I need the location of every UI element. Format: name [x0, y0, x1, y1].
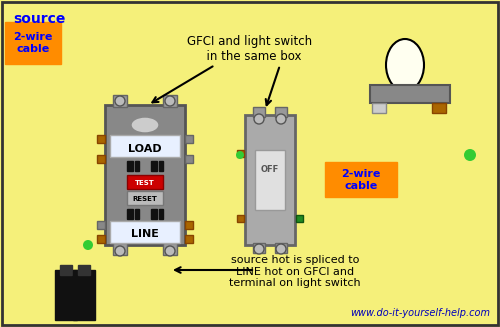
Text: LOAD: LOAD [128, 144, 162, 154]
Text: source hot is spliced to
LINE hot on GFCI and
terminal on light switch: source hot is spliced to LINE hot on GFC… [229, 255, 361, 288]
Bar [135, 161, 139, 171]
Circle shape [236, 151, 244, 159]
Bar [275, 107, 287, 117]
Text: source: source [13, 12, 66, 26]
Circle shape [254, 114, 264, 124]
Circle shape [254, 244, 264, 254]
Bar [372, 103, 386, 113]
Bar [163, 243, 177, 255]
Bar [370, 85, 450, 103]
Text: 2-wire
cable: 2-wire cable [14, 32, 52, 54]
Bar [151, 209, 157, 219]
Bar [97, 221, 105, 229]
Bar [113, 243, 127, 255]
Circle shape [83, 240, 93, 250]
Ellipse shape [386, 39, 424, 91]
Bar [296, 215, 303, 222]
Circle shape [276, 244, 286, 254]
Text: LINE: LINE [131, 229, 159, 239]
Circle shape [464, 149, 476, 161]
Bar [151, 161, 157, 171]
Circle shape [115, 96, 125, 106]
Bar [127, 175, 163, 189]
Bar [105, 105, 185, 245]
Bar [97, 135, 105, 143]
Circle shape [276, 114, 286, 124]
Bar [127, 209, 133, 219]
Bar [135, 209, 139, 219]
Bar [275, 243, 287, 253]
Text: RESET: RESET [132, 196, 158, 202]
Bar [97, 235, 105, 243]
Text: 2-wire
cable: 2-wire cable [342, 169, 380, 191]
Bar [110, 221, 180, 243]
Text: OFF: OFF [261, 165, 279, 175]
Bar [185, 221, 193, 229]
Bar [253, 243, 265, 253]
Text: www.do-it-yourself-help.com: www.do-it-yourself-help.com [350, 308, 490, 318]
Bar [163, 95, 177, 107]
Bar [97, 155, 105, 163]
Bar [60, 265, 72, 275]
Bar [325, 162, 397, 197]
Bar [113, 95, 127, 107]
Bar [159, 209, 163, 219]
Bar [78, 265, 90, 275]
Bar [127, 191, 163, 205]
Bar [73, 270, 95, 320]
Bar [432, 103, 446, 113]
Bar [110, 135, 180, 157]
Bar [185, 235, 193, 243]
Bar [185, 155, 193, 163]
Circle shape [165, 96, 175, 106]
Bar [255, 150, 285, 210]
Circle shape [165, 246, 175, 256]
Text: GFCI and light switch
  in the same box: GFCI and light switch in the same box [188, 35, 312, 63]
Circle shape [115, 246, 125, 256]
Bar [245, 115, 295, 245]
Ellipse shape [131, 117, 159, 133]
Bar [185, 135, 193, 143]
Bar [159, 161, 163, 171]
Text: TEST: TEST [135, 180, 155, 186]
Bar [5, 22, 61, 64]
Bar [55, 270, 77, 320]
Bar [127, 161, 133, 171]
Bar [237, 215, 244, 222]
Bar [237, 150, 244, 157]
Bar [253, 107, 265, 117]
